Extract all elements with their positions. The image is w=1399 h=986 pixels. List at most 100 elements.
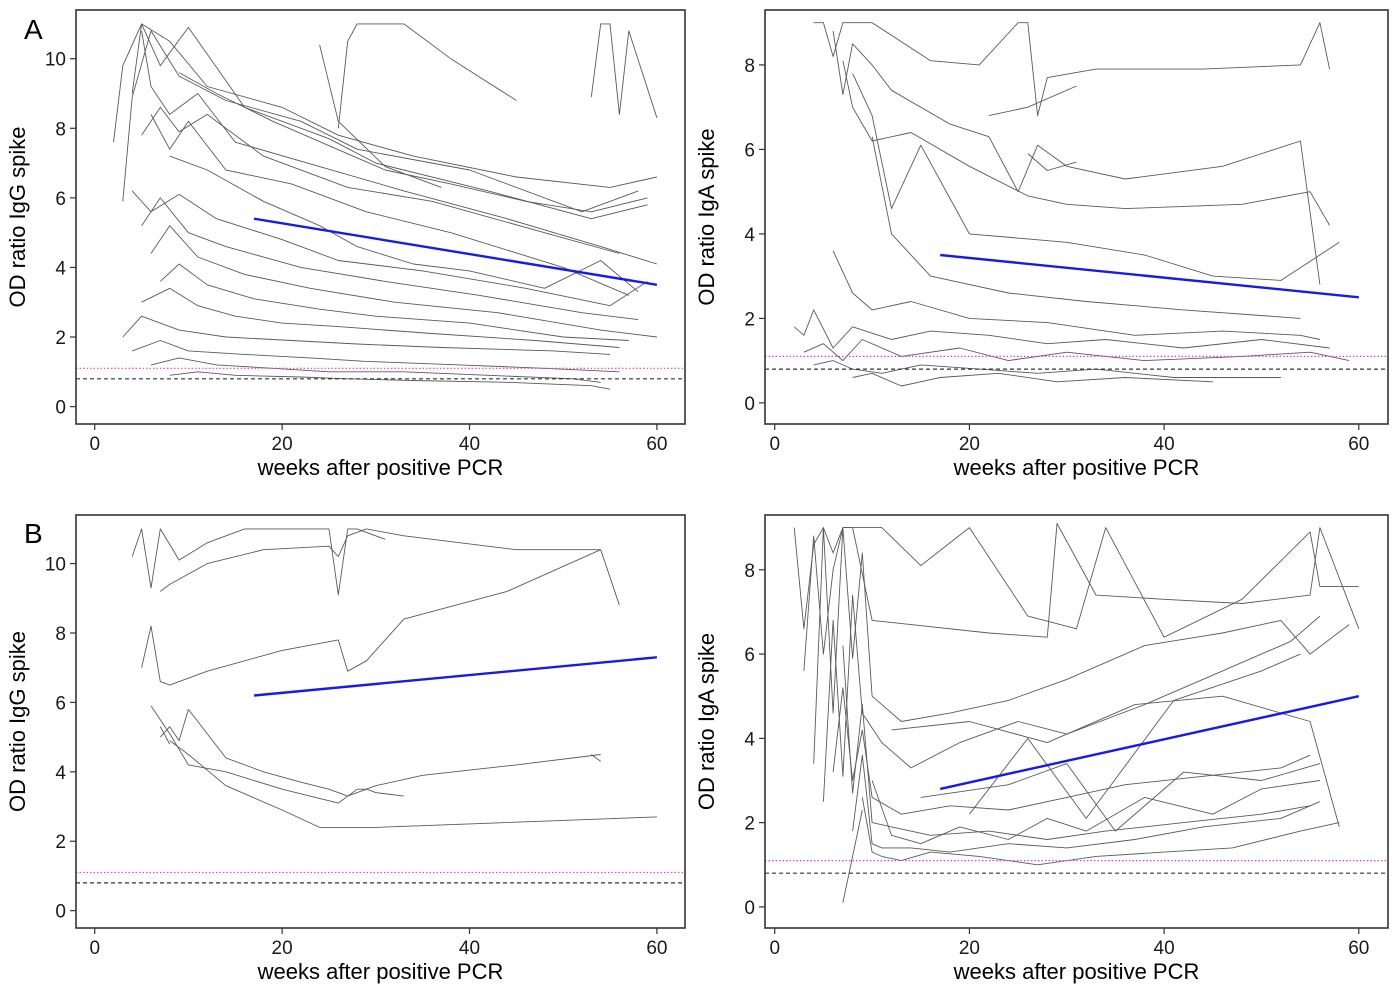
series-line-6 bbox=[150, 114, 629, 296]
x-tick-label: 60 bbox=[1348, 938, 1369, 959]
series-line-6 bbox=[842, 645, 1311, 840]
series-line-3 bbox=[141, 549, 601, 686]
series-line-1 bbox=[793, 527, 1359, 638]
y-tick-label: 8 bbox=[744, 561, 755, 582]
series-line-3 bbox=[131, 23, 648, 220]
series-line-5 bbox=[150, 705, 404, 804]
series-line-2 bbox=[160, 528, 620, 606]
y-tick-label: 8 bbox=[55, 119, 66, 140]
y-tick-label: 6 bbox=[744, 140, 755, 161]
series-line-3 bbox=[813, 527, 1350, 764]
trend-line bbox=[253, 656, 658, 697]
series-line-4 bbox=[141, 30, 658, 265]
y-tick-label: 2 bbox=[55, 328, 66, 349]
x-tick-label: 0 bbox=[89, 938, 100, 959]
trend-line bbox=[939, 695, 1360, 791]
series-line-8 bbox=[803, 339, 1350, 362]
y-axis-title: OD ratio IgG spike bbox=[5, 631, 30, 812]
panel-letter-a: A bbox=[24, 14, 43, 45]
x-tick-label: 60 bbox=[646, 434, 667, 455]
series-line-8 bbox=[861, 797, 1340, 866]
x-axis-title: weeks after positive PCR bbox=[953, 959, 1200, 984]
x-axis-title: weeks after positive PCR bbox=[257, 455, 504, 480]
series-line-7 bbox=[793, 309, 1330, 349]
series-line-8 bbox=[141, 197, 639, 321]
x-tick-label: 40 bbox=[1154, 434, 1175, 455]
x-tick-label: 20 bbox=[272, 938, 293, 959]
series-line-12 bbox=[920, 763, 1321, 832]
series-line-7 bbox=[852, 754, 1321, 853]
series-line-13 bbox=[969, 653, 1301, 819]
y-tick-label: 0 bbox=[55, 398, 66, 419]
x-tick-label: 0 bbox=[89, 434, 100, 455]
x-axis-title: weeks after positive PCR bbox=[953, 455, 1200, 480]
y-tick-label: 0 bbox=[55, 902, 66, 923]
series-line-8 bbox=[591, 754, 601, 762]
series-line-20 bbox=[178, 72, 648, 213]
y-tick-label: 2 bbox=[744, 814, 755, 835]
x-tick-label: 60 bbox=[646, 938, 667, 959]
series-line-2 bbox=[832, 31, 1321, 285]
series-line-13 bbox=[132, 340, 620, 373]
series-line-17 bbox=[319, 44, 442, 188]
series-line-2 bbox=[122, 30, 639, 213]
series-line-10 bbox=[852, 372, 1213, 387]
series-line-7 bbox=[159, 726, 171, 745]
y-axis-title: OD ratio IgA spike bbox=[694, 128, 719, 305]
chart-a-right: 0 20 40 60 0 2 4 6 8 weeks after positive PCR OD r… bbox=[694, 9, 1389, 480]
y-tick-label: 4 bbox=[744, 729, 755, 750]
chart-a-left: 0 20 40 60 0 2 4 6 8 10 weeks after positive PCR OD… bbox=[5, 9, 686, 480]
series-line-5 bbox=[141, 106, 620, 254]
series-line-9 bbox=[813, 360, 1281, 378]
y-tick-label: 6 bbox=[744, 645, 755, 666]
x-tick-label: 20 bbox=[272, 434, 293, 455]
x-tick-label: 0 bbox=[769, 434, 780, 455]
series-line-10 bbox=[842, 809, 863, 903]
x-tick-label: 20 bbox=[959, 938, 980, 959]
x-tick-label: 40 bbox=[459, 434, 480, 455]
x-tick-label: 20 bbox=[959, 434, 980, 455]
series-line-2 bbox=[803, 522, 1360, 671]
chart-b-right: 0 20 40 60 0 2 4 6 8 weeks after positive PCR OD r… bbox=[694, 514, 1389, 984]
series-line-4 bbox=[822, 594, 1321, 802]
x-tick-label: 40 bbox=[1154, 938, 1175, 959]
y-tick-label: 4 bbox=[55, 258, 66, 279]
x-tick-label: 0 bbox=[769, 938, 780, 959]
series-line-1 bbox=[113, 23, 657, 188]
trend-line bbox=[253, 217, 658, 286]
y-tick-label: 4 bbox=[55, 763, 66, 784]
y-axis-title: OD ratio IgA spike bbox=[694, 633, 719, 810]
y-tick-label: 2 bbox=[744, 309, 755, 330]
y-tick-label: 0 bbox=[744, 898, 755, 919]
series-line-11 bbox=[1027, 153, 1077, 171]
x-tick-label: 60 bbox=[1348, 434, 1369, 455]
series-line-3 bbox=[842, 60, 1330, 226]
y-tick-label: 4 bbox=[744, 225, 755, 246]
series-line-16 bbox=[337, 23, 517, 129]
chart-b-left: 0 20 40 60 0 2 4 6 8 10 weeks after positive PCR OD… bbox=[5, 514, 686, 984]
series-line-5 bbox=[832, 687, 1311, 815]
panel-letter-b: B bbox=[24, 518, 43, 549]
series-line-6 bbox=[832, 250, 1320, 340]
y-tick-label: 6 bbox=[55, 693, 66, 714]
y-tick-label: 8 bbox=[55, 624, 66, 645]
series-line-9 bbox=[871, 780, 1320, 845]
y-tick-label: 0 bbox=[744, 394, 755, 415]
x-tick-label: 40 bbox=[459, 938, 480, 959]
series-line-6 bbox=[169, 740, 657, 828]
plot-frame bbox=[764, 9, 1389, 425]
series-line-12 bbox=[988, 85, 1077, 117]
series-line-15 bbox=[169, 371, 611, 390]
x-axis-title: weeks after positive PCR bbox=[257, 959, 504, 984]
trend-line bbox=[940, 253, 1359, 299]
series-line-19 bbox=[169, 155, 639, 293]
y-axis-title: OD ratio IgG spike bbox=[5, 127, 30, 308]
series-line-11 bbox=[141, 287, 620, 348]
plot-frame bbox=[75, 9, 686, 425]
series-line-1 bbox=[813, 22, 1331, 117]
y-tick-label: 6 bbox=[55, 189, 66, 210]
series-line-14 bbox=[150, 357, 601, 383]
plot-frame bbox=[764, 514, 1389, 929]
series-line-12 bbox=[122, 315, 611, 355]
